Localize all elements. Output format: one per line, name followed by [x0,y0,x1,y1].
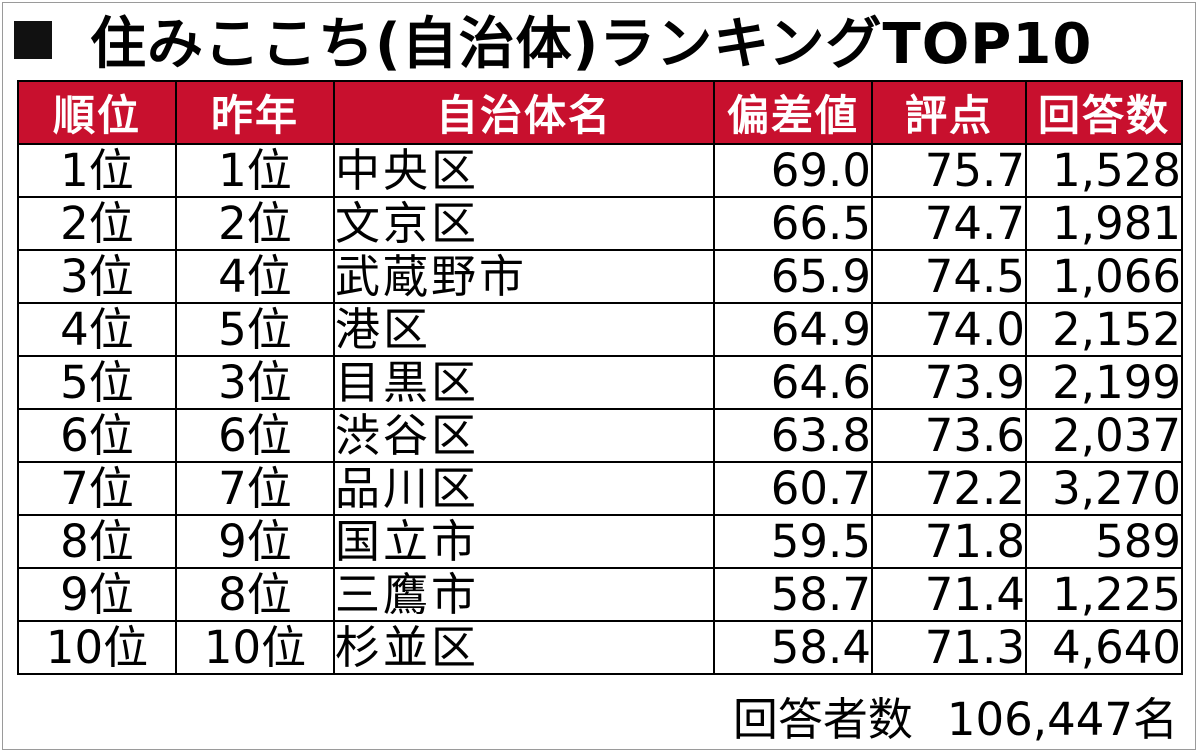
cell-municipality-name: 国立市 [333,514,715,569]
cell-rank: 7位 [17,461,177,516]
cell-rank: 5位 [17,355,177,410]
respondent-total-value: 106,447名 [946,693,1178,746]
table-row: 3位 4位 武蔵野市 65.9 74.5 1,066 [17,249,1183,304]
cell-deviation-score: 60.7 [713,461,873,516]
cell-previous-year: 3位 [175,355,335,410]
title-text: 住みここち(自治体)ランキングTOP10 [90,11,1093,77]
cell-deviation-score: 65.9 [713,249,873,304]
table-row: 1位 1位 中央区 69.0 75.7 1,528 [17,143,1183,198]
cell-rating: 75.7 [871,143,1027,198]
header-previous-year: 昨年 [175,80,335,145]
cell-response-count: 589 [1025,514,1183,569]
cell-response-count: 3,270 [1025,461,1183,516]
cell-rank: 6位 [17,408,177,463]
cell-deviation-score: 63.8 [713,408,873,463]
header-rating: 評点 [871,80,1027,145]
cell-rating: 74.0 [871,302,1027,357]
header-rank: 順位 [17,80,177,145]
cell-previous-year: 1位 [175,143,335,198]
table-row: 10位 10位 杉並区 58.4 71.3 4,640 [17,620,1183,675]
ranking-table: 順位 昨年 自治体名 偏差値 評点 回答数 1位 1位 中央区 69.0 75.… [17,80,1183,675]
cell-municipality-name: 品川区 [333,461,715,516]
cell-response-count: 1,066 [1025,249,1183,304]
cell-rating: 74.7 [871,196,1027,251]
cell-response-count: 4,640 [1025,620,1183,675]
table-row: 2位 2位 文京区 66.5 74.7 1,981 [17,196,1183,251]
cell-deviation-score: 64.9 [713,302,873,357]
cell-previous-year: 6位 [175,408,335,463]
cell-municipality-name: 中央区 [333,143,715,198]
cell-rank: 9位 [17,567,177,622]
cell-municipality-name: 三鷹市 [333,567,715,622]
cell-municipality-name: 武蔵野市 [333,249,715,304]
cell-rank: 4位 [17,302,177,357]
table-row: 6位 6位 渋谷区 63.8 73.6 2,037 [17,408,1183,463]
table-row: 7位 7位 品川区 60.7 72.2 3,270 [17,461,1183,516]
cell-rating: 71.3 [871,620,1027,675]
cell-previous-year: 2位 [175,196,335,251]
page-title: 住みここち(自治体)ランキングTOP10 [14,4,1092,77]
cell-response-count: 2,152 [1025,302,1183,357]
header-deviation-score: 偏差値 [713,80,873,145]
cell-municipality-name: 港区 [333,302,715,357]
cell-response-count: 2,199 [1025,355,1183,410]
cell-previous-year: 4位 [175,249,335,304]
cell-rating: 72.2 [871,461,1027,516]
table-row: 5位 3位 目黒区 64.6 73.9 2,199 [17,355,1183,410]
respondent-total-label: 回答者数 [732,693,913,746]
cell-rank: 10位 [17,620,177,675]
cell-response-count: 2,037 [1025,408,1183,463]
cell-municipality-name: 文京区 [333,196,715,251]
cell-previous-year: 7位 [175,461,335,516]
cell-response-count: 1,981 [1025,196,1183,251]
cell-rating: 71.8 [871,514,1027,569]
cell-rating: 73.6 [871,408,1027,463]
cell-response-count: 1,528 [1025,143,1183,198]
cell-previous-year: 9位 [175,514,335,569]
table-row: 9位 8位 三鷹市 58.7 71.4 1,225 [17,567,1183,622]
cell-rank: 2位 [17,196,177,251]
cell-previous-year: 8位 [175,567,335,622]
header-response-count: 回答数 [1025,80,1183,145]
cell-previous-year: 5位 [175,302,335,357]
cell-previous-year: 10位 [175,620,335,675]
cell-rank: 8位 [17,514,177,569]
cell-rating: 71.4 [871,567,1027,622]
cell-municipality-name: 杉並区 [333,620,715,675]
cell-deviation-score: 66.5 [713,196,873,251]
table-header-row: 順位 昨年 自治体名 偏差値 評点 回答数 [17,80,1183,145]
cell-municipality-name: 渋谷区 [333,408,715,463]
table-row: 8位 9位 国立市 59.5 71.8 589 [17,514,1183,569]
respondent-total: 回答者数 106,447名 [733,697,1178,742]
cell-deviation-score: 64.6 [713,355,873,410]
cell-deviation-score: 69.0 [713,143,873,198]
cell-deviation-score: 58.7 [713,567,873,622]
cell-deviation-score: 58.4 [713,620,873,675]
cell-rating: 73.9 [871,355,1027,410]
cell-response-count: 1,225 [1025,567,1183,622]
cell-deviation-score: 59.5 [713,514,873,569]
cell-rank: 3位 [17,249,177,304]
table-row: 4位 5位 港区 64.9 74.0 2,152 [17,302,1183,357]
cell-rank: 1位 [17,143,177,198]
header-municipality-name: 自治体名 [333,80,715,145]
cell-municipality-name: 目黒区 [333,355,715,410]
cell-rating: 74.5 [871,249,1027,304]
table-body: 1位 1位 中央区 69.0 75.7 1,528 2位 2位 文京区 66.5… [17,143,1183,675]
square-bullet-icon [14,21,52,59]
